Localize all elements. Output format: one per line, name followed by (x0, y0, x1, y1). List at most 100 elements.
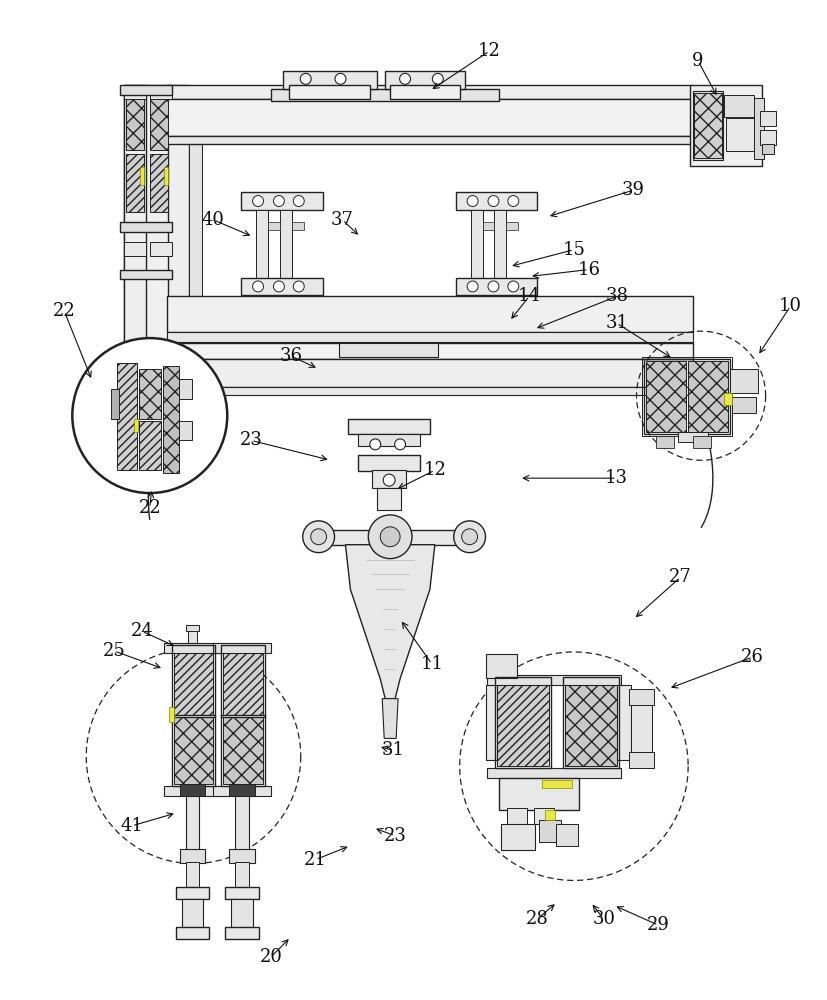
Bar (167, 136, 693, 144)
Bar (175, 887, 209, 899)
Bar (164, 786, 222, 796)
Circle shape (294, 196, 304, 206)
Text: 12: 12 (423, 461, 447, 479)
Bar (182, 899, 203, 929)
Text: 22: 22 (138, 499, 161, 517)
Circle shape (508, 196, 519, 206)
Text: 24: 24 (131, 622, 153, 640)
Bar (506, 222, 519, 230)
Bar (185, 862, 199, 887)
Bar (185, 625, 199, 631)
Bar (724, 95, 753, 117)
Text: 23: 23 (240, 431, 262, 449)
Bar (150, 85, 172, 99)
Bar (724, 393, 732, 405)
Bar (693, 436, 711, 448)
Bar (694, 93, 722, 158)
Bar (223, 717, 263, 784)
Bar (174, 717, 213, 784)
Bar (120, 85, 172, 95)
Bar (630, 705, 653, 752)
Circle shape (488, 281, 499, 292)
Bar (644, 359, 730, 434)
Bar (688, 361, 728, 432)
Bar (189, 85, 203, 395)
Bar (241, 192, 323, 210)
Bar (167, 387, 693, 395)
Bar (167, 296, 693, 332)
Bar (760, 111, 776, 126)
Bar (556, 824, 578, 846)
Bar (256, 210, 268, 278)
Text: 21: 21 (304, 851, 327, 869)
Circle shape (399, 73, 410, 84)
Bar (167, 99, 693, 136)
Bar (213, 786, 271, 796)
Bar (292, 222, 304, 230)
Bar (235, 862, 249, 887)
Bar (185, 796, 199, 851)
Bar (471, 210, 482, 278)
Bar (358, 455, 420, 471)
Text: 41: 41 (121, 817, 143, 835)
Bar (760, 130, 776, 145)
Bar (229, 849, 255, 863)
Bar (487, 768, 620, 778)
Bar (732, 397, 756, 413)
Text: 31: 31 (605, 314, 629, 332)
Bar (643, 357, 732, 436)
Circle shape (370, 439, 380, 450)
Bar (134, 419, 138, 432)
Bar (223, 647, 263, 715)
Bar (241, 278, 323, 295)
Text: 37: 37 (331, 211, 354, 229)
Circle shape (294, 281, 304, 292)
Bar (167, 359, 693, 387)
Bar (179, 784, 205, 796)
Bar (539, 820, 561, 842)
Bar (487, 675, 620, 685)
Bar (124, 85, 146, 99)
Bar (456, 278, 538, 295)
Text: 23: 23 (384, 827, 407, 845)
Bar (482, 222, 495, 230)
Circle shape (383, 474, 395, 486)
Text: 14: 14 (518, 287, 541, 305)
Text: 38: 38 (605, 287, 629, 305)
Bar (501, 824, 535, 850)
Bar (124, 85, 146, 395)
Bar (753, 98, 763, 159)
Bar (225, 927, 259, 939)
Bar (693, 91, 723, 160)
Bar (338, 343, 437, 357)
Circle shape (303, 521, 335, 553)
Bar (372, 470, 406, 488)
Circle shape (252, 196, 264, 206)
Bar (179, 379, 193, 399)
Bar (495, 677, 551, 768)
Text: 16: 16 (577, 261, 600, 279)
Bar (164, 167, 168, 185)
Bar (140, 167, 144, 185)
Bar (495, 210, 506, 278)
Bar (563, 677, 619, 768)
Bar (629, 689, 654, 705)
Bar (268, 222, 280, 230)
Bar (124, 85, 168, 395)
Bar (164, 643, 222, 653)
Bar (229, 784, 255, 796)
Text: 20: 20 (260, 948, 282, 966)
Text: 27: 27 (669, 568, 691, 586)
Bar (167, 85, 189, 395)
Circle shape (368, 515, 412, 559)
Bar (213, 643, 271, 653)
Text: 15: 15 (562, 241, 586, 259)
Text: 9: 9 (692, 52, 704, 70)
Bar (124, 242, 146, 256)
Bar (543, 780, 572, 788)
Bar (730, 369, 758, 393)
Bar (232, 899, 253, 929)
Bar (629, 752, 654, 768)
Circle shape (461, 529, 477, 545)
Bar (385, 71, 465, 89)
